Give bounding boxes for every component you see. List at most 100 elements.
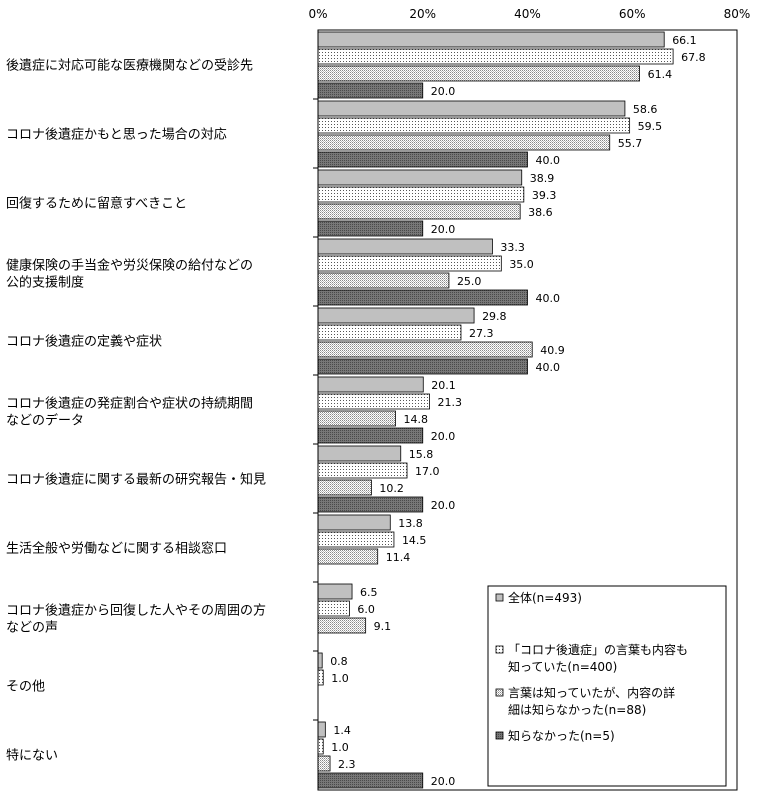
bar-series-2 [317,324,462,341]
data-label: 35.0 [509,258,534,271]
bar-series-1 [317,445,402,462]
category-label: 公的支援制度 [6,275,84,291]
legend-label: 細は知らなかった(n=88) [508,703,646,717]
category-label: コロナ後遺症かもと思った場合の対応 [6,128,227,143]
data-label: 6.0 [357,603,375,616]
data-label: 17.0 [415,465,440,478]
category-label: 特にない [6,749,58,764]
category-label: コロナ後遺症の定義や症状 [6,334,162,350]
category-label: 健康保険の手当金や労災保険の給付などの [6,258,253,274]
data-label: 20.1 [431,379,456,392]
category-label: 回復するために留意すべきこと [6,196,187,212]
bar-series-1 [317,100,626,117]
data-label: 66.1 [672,34,697,47]
bar-series-3 [317,134,611,151]
bar-series-2 [317,600,350,617]
bar-series-2 [317,255,502,272]
bar-series-4 [317,82,424,99]
bar-series-2 [317,462,408,479]
bar-series-3 [317,617,367,634]
data-label: 6.5 [360,586,378,599]
data-label: 20.0 [431,430,456,443]
bar-series-4 [317,496,424,513]
bar-series-1 [317,721,326,738]
data-label: 40.0 [536,292,561,305]
bar-series-1 [317,376,424,393]
data-label: 40.9 [540,344,565,357]
data-label: 33.3 [500,241,525,254]
x-tick-label: 60% [619,7,646,21]
bar-series-3 [317,479,372,496]
legend-label: 知らなかった(n=5) [508,729,615,743]
data-label: 67.8 [681,51,706,64]
legend-swatch [495,731,504,740]
bar-series-1 [317,31,665,48]
bar-series-4 [317,358,528,375]
data-label: 61.4 [648,68,673,81]
bar-series-1 [317,514,391,531]
bar-series-3 [317,548,379,565]
data-label: 27.3 [469,327,494,340]
data-label: 13.8 [398,517,423,530]
data-label: 39.3 [532,189,557,202]
bar-series-4 [317,289,528,306]
legend-label: 「コロナ後遺症」の言葉も内容も [508,642,688,657]
data-label: 14.8 [404,413,429,426]
bar-series-2 [317,738,324,755]
data-label: 9.1 [374,620,392,633]
data-label: 59.5 [638,120,663,133]
bar-series-2 [317,117,631,134]
bar-series-1 [317,583,353,600]
data-label: 20.0 [431,775,456,788]
data-label: 20.0 [431,85,456,98]
bar-series-3 [317,341,533,358]
data-label: 10.2 [379,482,404,495]
legend-label: 全体(n=493) [508,590,582,605]
category-label: などの声 [6,621,58,636]
bar-series-4 [317,427,424,444]
category-label: 生活全般や労働などに関する相談窓口 [6,541,227,557]
bar-series-1 [317,652,323,669]
category-label: コロナ後遺症から回復した人やその周囲の方 [6,603,266,619]
data-label: 20.0 [431,223,456,236]
bar-series-3 [317,272,450,289]
data-label: 11.4 [386,551,411,564]
bar-series-2 [317,48,674,65]
bar-series-3 [317,755,331,772]
category-label: コロナ後遺症の発症割合や症状の持続期間 [6,396,253,412]
data-label: 21.3 [438,396,463,409]
category-label: コロナ後遺症に関する最新の研究報告・知見 [6,472,266,488]
legend-swatch [495,645,504,654]
category-label: 後遺症に対応可能な医療機関などの受診先 [6,58,253,74]
legend-box [487,585,727,787]
data-label: 58.6 [633,103,658,116]
bar-series-2 [317,531,395,548]
data-label: 1.0 [331,672,349,685]
data-label: 14.5 [402,534,427,547]
data-label: 38.6 [528,206,553,219]
bar-series-4 [317,772,424,789]
bar-series-1 [317,307,475,324]
bar-series-1 [317,169,523,186]
category-label: などのデータ [6,413,84,429]
data-label: 0.8 [330,655,348,668]
bar-series-1 [317,238,493,255]
data-label: 40.0 [536,361,561,374]
data-label: 55.7 [618,137,643,150]
legend-swatch [495,593,504,602]
bar-series-3 [317,410,396,427]
legend-label: 言葉は知っていたが、内容の詳 [508,685,675,700]
bar-series-2 [317,393,430,410]
bar-series-3 [317,65,640,82]
x-tick-label: 40% [514,7,541,21]
x-tick-label: 80% [724,7,751,21]
data-label: 38.9 [530,172,555,185]
data-label: 1.4 [333,724,351,737]
x-tick-label: 20% [409,7,436,21]
data-label: 1.0 [331,741,349,754]
data-label: 29.8 [482,310,507,323]
legend-label: 知っていた(n=400) [508,660,617,674]
bar-series-2 [317,186,525,203]
data-label: 40.0 [536,154,561,167]
